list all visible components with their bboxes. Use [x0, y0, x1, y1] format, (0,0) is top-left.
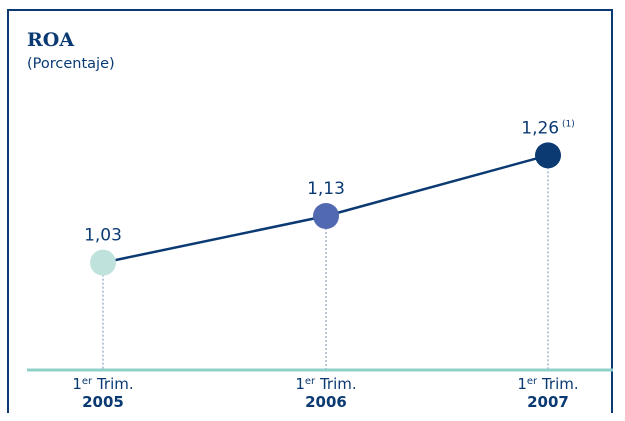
data-point	[90, 249, 116, 276]
chart-title: ROA	[27, 29, 75, 51]
data-label: 1,26 (1)	[521, 118, 574, 138]
x-tick-label: 1er Trim.	[295, 375, 356, 393]
x-tick-label: 1er Trim.	[72, 375, 133, 393]
x-tick-year: 2006	[305, 393, 347, 411]
chart-subtitle: (Porcentaje)	[27, 56, 115, 72]
data-label: 1,13	[307, 179, 345, 199]
x-tick-label: 1er Trim.	[517, 375, 578, 393]
data-point	[313, 203, 339, 229]
data-point	[535, 142, 561, 169]
x-tick-year: 2007	[527, 393, 569, 411]
x-tick-year: 2005	[82, 393, 124, 411]
data-label: 1,03	[84, 226, 122, 246]
chart-frame	[7, 9, 613, 413]
